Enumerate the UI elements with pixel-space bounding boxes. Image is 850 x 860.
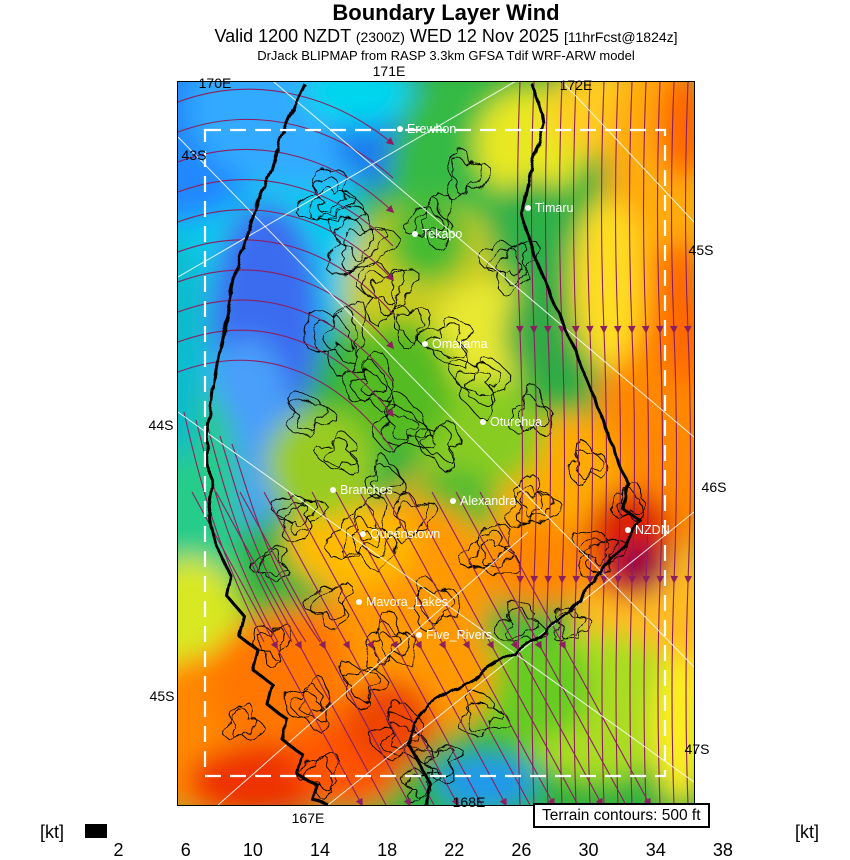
colorbar-tick: 14 (309, 840, 331, 860)
grid-label-170e: 170E (198, 75, 232, 91)
colorbar-tick: 26 (511, 840, 532, 860)
valid-date: WED 12 Nov 2025 (409, 26, 559, 46)
unit-label-right: [kt] (795, 822, 820, 842)
grid-label-171e: 171E (372, 63, 406, 79)
graticule-layer (178, 82, 694, 805)
terrain-contours-note: Terrain contours: 500 ft (533, 803, 710, 828)
colorbar-tick: 6 (180, 840, 191, 860)
colorbar-tick: 10 (242, 840, 263, 860)
grid-label-167e: 167E (291, 810, 325, 826)
terrain-contour-layer (221, 145, 644, 804)
grid-label-43s: 43S (181, 147, 207, 163)
colorbar-segment (105, 824, 107, 838)
valid-time-line: Valid 1200 NZDT (2300Z) WED 12 Nov 2025 … (42, 26, 850, 48)
wind-speed-colorbar (85, 824, 790, 838)
grid-label-47s: 47S (684, 741, 710, 757)
inner-domain-boundary (203, 128, 667, 778)
page-title: Boundary Layer Wind (332, 0, 560, 25)
valid-utc: (2300Z) (355, 29, 405, 45)
colorbar-tick: 18 (377, 840, 398, 860)
coastline (203, 82, 642, 805)
wind-field-map (178, 82, 694, 805)
colorbar-tick: 30 (578, 840, 599, 860)
colorbar-tick: 34 (645, 840, 666, 860)
model-line: DrJack BLIPMAP from RASP 3.3km GFSA Tdif… (257, 48, 635, 63)
grid-label-45s: 45S (688, 242, 714, 258)
map-panel: Erewhon Timaru Tekapo Omarama Oturehua Branch… (177, 81, 695, 806)
grid-label-44s: 44S (148, 417, 174, 433)
valid-main: Valid 1200 NZDT (214, 26, 351, 46)
wind-field-layer (178, 82, 694, 805)
grid-label-46s: 46S (701, 479, 727, 495)
grid-label-172e: 172E (559, 77, 593, 93)
grid-label-45s: 45S (149, 688, 175, 704)
header: Boundary Layer Wind Valid 1200 NZDT (230… (0, 0, 850, 63)
colorbar-tick: 38 (712, 840, 733, 860)
colorbar-tick: 2 (113, 840, 124, 860)
unit-label-left: [kt] (40, 822, 65, 842)
forecast-tag: [11hrFcst@1824z] (564, 29, 678, 45)
colorbar-tick: 22 (444, 840, 465, 860)
grid-label-168e: 168E (452, 794, 486, 810)
